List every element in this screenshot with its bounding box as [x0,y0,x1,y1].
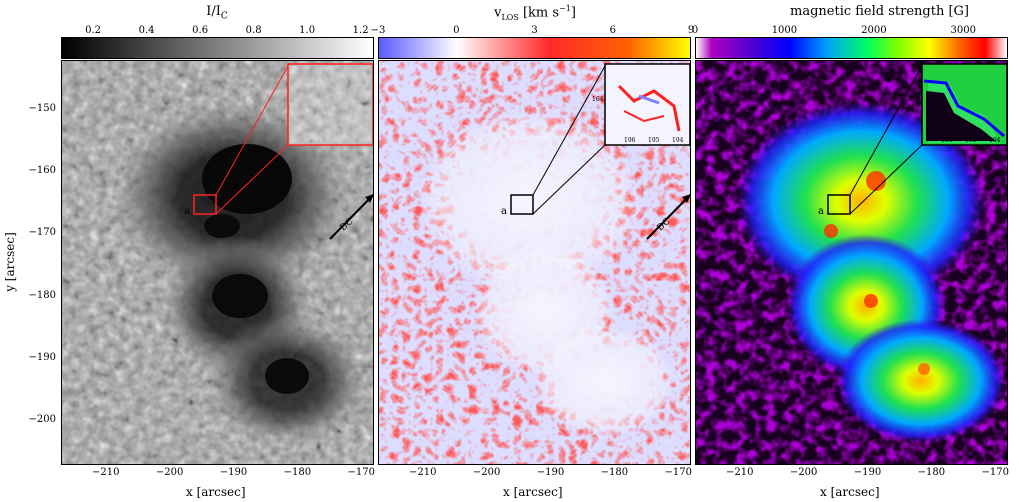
magnetic-image-panel [695,60,1008,465]
velocity-image [379,61,690,464]
x-tick-panel1-4: −170 [347,467,375,478]
intensity-colorbar [61,37,374,59]
magnetic-inset-ytick: 164 [909,96,921,103]
velocity-title-unit: [km s [518,5,560,21]
magnetic-colorbar [695,37,1008,59]
magnetic-title: magnetic field strength [G] [790,4,969,19]
velocity-title: vLOS [km s−1] [470,4,600,22]
x-tick-panel3-2: −190 [853,467,882,478]
y-tick-0: −150 [28,102,56,114]
intensity-colorbar-tick-5: 1.2 [352,25,369,36]
y-tick-2: −170 [28,227,56,239]
velocity-colorbar-tick-2: 3 [531,25,538,36]
magnetic-colorbar-tick-3: 3000 [950,25,977,36]
intensity-image-panel [61,60,374,465]
x-axis-label-3: x [arcsec] [820,485,880,499]
magnetic-colorbar-tick-0: 0 [691,25,699,36]
intensity-title: I/IC [162,4,272,22]
intensity-arrow [329,193,373,240]
velocity-region-box [510,194,534,215]
y-tick-1: −160 [28,165,56,177]
x-tick-panel1-1: −200 [155,467,184,478]
y-tick-4: −190 [28,352,56,364]
magnetic-marker-label: a [818,206,824,217]
velocity-inset-xtick-0: 196 [624,137,636,144]
magnetic-colorbar-tick-1: 1000 [771,25,798,36]
intensity-colorbar-tick-4: 1.0 [299,25,316,36]
x-tick-panel2-4: −170 [664,467,692,478]
x-tick-panel3-0: −210 [725,467,754,478]
velocity-inset-xtick-1: 195 [648,137,660,144]
velocity-colorbar-tick-4: 9 [687,25,695,36]
intensity-title-sub: C [220,11,228,22]
magnetic-colorbar-tick-2: 2000 [861,25,887,36]
intensity-image [62,61,373,464]
velocity-colorbar-tick-0: −3 [370,25,386,36]
velocity-title-unit-end: ] [570,5,576,21]
intensity-colorbar-tick-0: 0.2 [85,25,102,36]
x-tick-panel2-3: −180 [600,467,629,478]
x-axis-label-1: x [arcsec] [186,485,246,499]
velocity-marker-label: a [501,206,507,217]
velocity-title-main: v [494,5,502,21]
velocity-inset [604,63,690,146]
magnetic-inset-xtick-1: 195 [965,137,977,144]
velocity-inset-xtick-2: 194 [672,137,684,144]
x-axis-label-2: x [arcsec] [503,485,563,499]
x-tick-panel2-0: −210 [408,467,437,478]
velocity-colorbar-tick-1: 0 [453,25,460,36]
magnetic-inset-xtick-2: 194 [989,137,1001,144]
intensity-colorbar-tick-3: 0.8 [245,25,262,36]
x-tick-panel2-1: −200 [472,467,501,478]
intensity-colorbar-tick-2: 0.6 [192,25,209,36]
y-axis-label: y [arcsec] [2,232,17,292]
intensity-title-main: I/I [206,4,221,19]
magnetic-title-main: magnetic field strength [G] [790,4,969,19]
velocity-inset-ytick: 164 [592,96,604,103]
velocity-image-panel [378,60,691,465]
magnetic-region-box [827,194,851,215]
intensity-region-box [193,194,217,215]
x-tick-panel3-1: −200 [789,467,818,478]
x-tick-panel3-4: −170 [981,467,1009,478]
magnetic-inset-xtick-0: 196 [941,137,953,144]
y-tick-3: −180 [28,289,56,301]
x-tick-panel2-2: −190 [536,467,565,478]
x-tick-panel1-3: −180 [283,467,312,478]
velocity-title-unit-sup: −1 [559,4,571,13]
velocity-colorbar [378,37,691,59]
x-tick-panel1-2: −190 [219,467,248,478]
intensity-marker-label: a [184,206,190,217]
intensity-colorbar-tick-1: 0.4 [138,25,155,36]
velocity-arrow [646,193,690,240]
x-tick-panel1-0: −210 [91,467,120,478]
x-tick-panel3-3: −180 [917,467,946,478]
velocity-colorbar-tick-3: 6 [609,25,616,36]
y-tick-5: −200 [28,414,56,426]
velocity-title-sub: LOS [501,12,519,22]
magnetic-image [696,61,1007,464]
